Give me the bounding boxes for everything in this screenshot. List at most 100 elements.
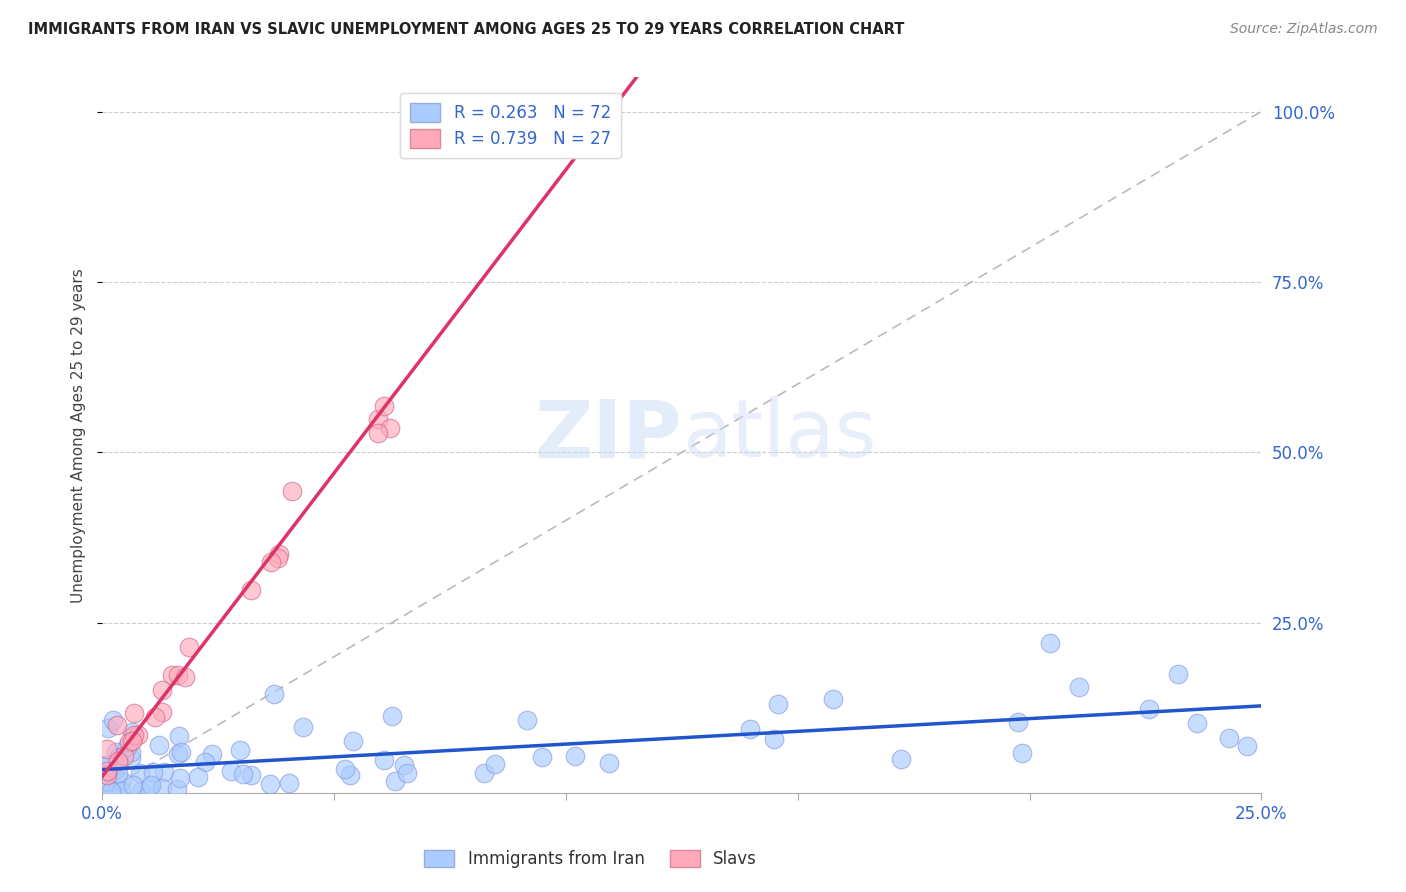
Point [124,706,146,720]
Point [1218,731,1240,745]
Point [120,750,142,764]
Point [108,749,131,764]
Point [96,774,118,789]
Point [564,749,586,764]
Point [392,758,415,772]
Point [97,721,120,735]
Point [173,670,195,684]
Point [105,783,128,797]
Point [598,756,620,770]
Point [100,783,122,797]
Point [108,757,131,772]
Point [269,547,291,561]
Point [105,745,128,759]
Point [96,768,118,782]
Point [1185,715,1208,730]
Point [127,729,149,743]
Point [139,778,162,792]
Point [120,745,142,759]
Point [170,745,193,759]
Point [169,772,191,786]
Point [267,551,290,566]
Point [367,411,389,425]
Point [263,687,285,701]
Point [1137,702,1160,716]
Point [219,764,242,779]
Point [821,692,844,706]
Point [890,752,912,766]
Legend: Immigrants from Iran, Slavs: Immigrants from Iran, Slavs [418,843,763,875]
Point [1067,681,1090,695]
Point [335,762,357,776]
Point [339,768,361,782]
Point [1039,635,1062,649]
Point [150,706,173,720]
Point [378,421,401,435]
Point [162,668,184,682]
Y-axis label: Unemployment Among Ages 25 to 29 years: Unemployment Among Ages 25 to 29 years [72,268,86,603]
Point [373,399,395,413]
Point [260,555,283,569]
Point [143,710,166,724]
Point [166,668,188,682]
Point [381,708,404,723]
Point [530,750,553,764]
Point [96,773,118,788]
Point [114,749,136,764]
Point [259,777,281,791]
Point [229,743,252,757]
Point [194,755,217,769]
Point [167,747,190,761]
Text: Source: ZipAtlas.com: Source: ZipAtlas.com [1230,22,1378,37]
Text: IMMIGRANTS FROM IRAN VS SLAVIC UNEMPLOYMENT AMONG AGES 25 TO 29 YEARS CORRELATIO: IMMIGRANTS FROM IRAN VS SLAVIC UNEMPLOYM… [28,22,904,37]
Point [762,731,785,746]
Point [153,765,176,780]
Point [124,728,146,742]
Point [384,774,406,789]
Point [278,776,301,790]
Point [121,725,143,739]
Point [281,483,304,498]
Point [516,714,538,728]
Point [232,767,254,781]
Point [96,758,118,772]
Point [201,747,224,761]
Point [342,733,364,747]
Text: ZIP: ZIP [534,396,682,475]
Point [105,718,128,732]
Point [110,784,132,798]
Point [484,756,506,771]
Point [472,765,495,780]
Point [107,755,129,769]
Point [373,753,395,767]
Point [179,640,201,654]
Point [142,764,165,779]
Point [240,767,263,781]
Point [138,780,160,794]
Point [121,778,143,792]
Point [152,781,174,796]
Point [167,730,190,744]
Point [131,784,153,798]
Point [291,720,314,734]
Point [395,765,418,780]
Point [107,766,129,780]
Point [148,738,170,752]
Point [166,781,188,796]
Point [129,766,152,780]
Point [118,735,141,749]
Legend: R = 0.263   N = 72, R = 0.739   N = 27: R = 0.263 N = 72, R = 0.739 N = 27 [401,93,621,158]
Text: atlas: atlas [682,396,876,475]
Point [1011,746,1033,760]
Point [1167,667,1189,681]
Point [1236,739,1258,753]
Point [240,583,263,598]
Point [766,697,789,711]
Point [187,770,209,784]
Point [96,758,118,772]
Point [1007,714,1029,729]
Point [96,742,118,756]
Point [111,774,134,789]
Point [367,425,389,440]
Point [96,764,118,778]
